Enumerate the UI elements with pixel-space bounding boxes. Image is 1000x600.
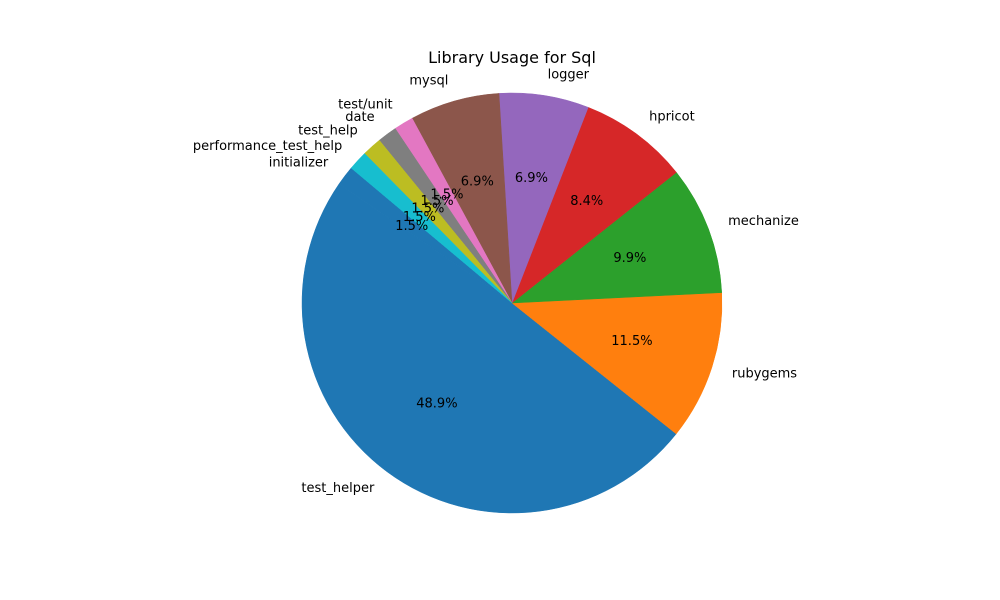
- slice-pct-hpricot: 8.4%: [570, 194, 603, 209]
- slice-pct-performance-test-help: 1.5%: [403, 210, 436, 225]
- slice-label-test-help: test_help: [298, 124, 358, 139]
- slice-pct-test-helper: 48.9%: [416, 397, 457, 412]
- slice-label-rubygems: rubygems: [732, 366, 797, 381]
- pie-slice-mechanize: [511, 171, 723, 304]
- slice-label-test-unit: test/unit: [338, 98, 393, 113]
- slice-pct-test-help: 1.5%: [411, 202, 444, 217]
- slice-pct-mechanize: 9.9%: [613, 251, 646, 266]
- slice-label-date: date: [345, 110, 374, 125]
- slice-label-mechanize: mechanize: [728, 214, 799, 229]
- slice-label-mysql: mysql: [409, 73, 448, 88]
- slice-label-initializer: initializer: [269, 156, 329, 171]
- slice-pct-initializer: 1.5%: [395, 219, 428, 234]
- pie-slice-performance-test-help: [350, 153, 513, 304]
- slice-label-logger: logger: [548, 67, 590, 82]
- slice-pct-test-unit: 1.5%: [430, 188, 463, 203]
- slice-label-hpricot: hpricot: [649, 110, 695, 125]
- pie-slice-rubygems: [511, 292, 723, 435]
- pie-slice-test-helper: [301, 183, 677, 514]
- pie-slices: [301, 92, 723, 514]
- slice-pct-rubygems: 11.5%: [611, 334, 652, 349]
- pie-slice-hpricot: [511, 106, 677, 304]
- slice-pct-date: 1.5%: [421, 194, 454, 209]
- slice-label-performance-test-help: performance_test_help: [193, 139, 342, 154]
- slice-label-test-helper: test_helper: [301, 481, 375, 496]
- slice-pct-logger: 6.9%: [515, 171, 548, 186]
- slice-pct-mysql: 6.9%: [461, 174, 494, 189]
- chart-title: Library Usage for Sql: [428, 48, 596, 67]
- pie-labels: initializer 1.5% test_helper 48.9% rubygems 1…: [193, 67, 799, 496]
